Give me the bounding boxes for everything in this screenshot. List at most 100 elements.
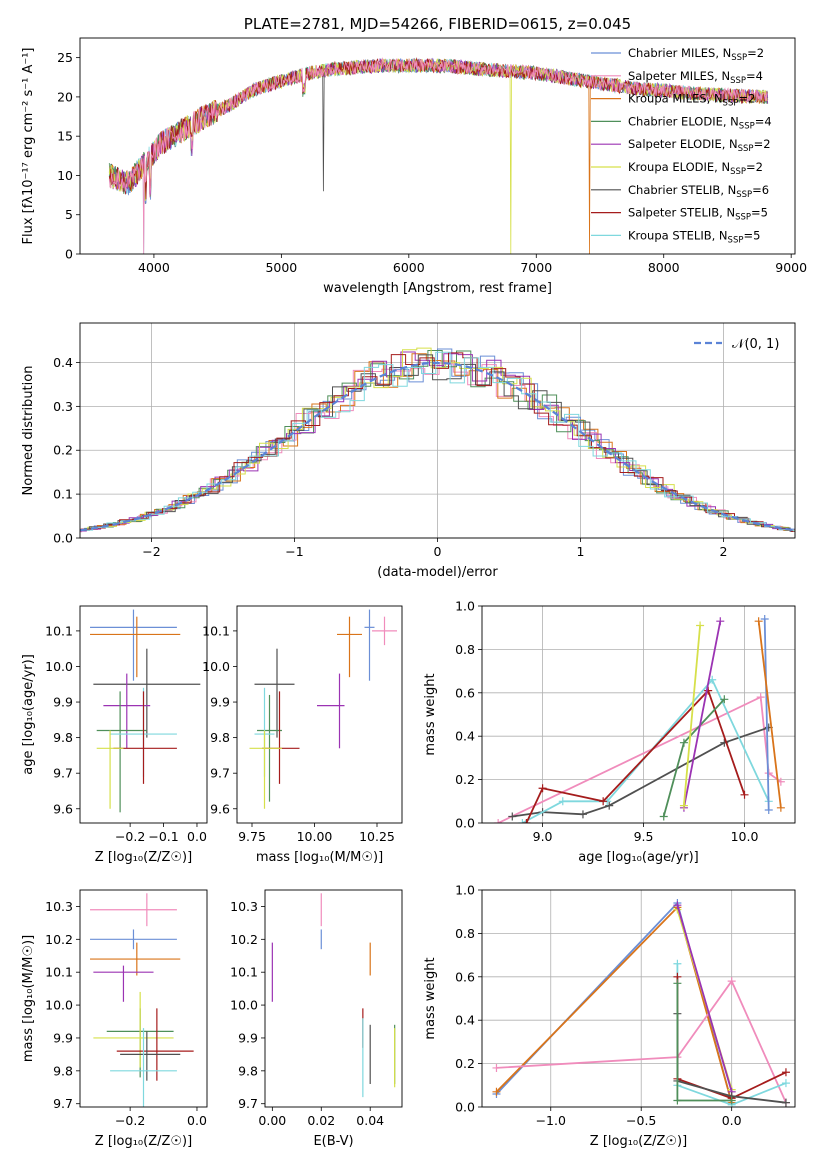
mass-weight-series (760, 615, 773, 814)
x-axis-label: E(B-V) (313, 1134, 353, 1149)
errorbar-point (364, 609, 375, 681)
mass-weight-marker (508, 812, 517, 821)
x-tick-label: 0.0 (722, 1113, 742, 1128)
x-tick-label: −1.0 (536, 1113, 566, 1128)
mass-vs-metallicity-panel: −0.2 0.0 9.7 9.8 9.9 10.0 10.1 10.2 10.3 Z [log₁₀… (21, 889, 208, 1149)
legend-label: Chabrier ELODIE, NSSP=4 (628, 114, 772, 131)
legend-label: 𝒩(0, 1) (732, 337, 779, 352)
x-axis-label: Z [log₁₀(Z/Z☉)] (95, 1134, 192, 1149)
legend-label-sub: SSP (730, 76, 746, 86)
axes-frame (481, 889, 796, 1108)
mass-weight-marker (781, 1079, 790, 1088)
age-vs-mass-panel: 9.75 10.00 10.25 9.6 9.7 9.8 9.9 10.0 10.1 mass [… (202, 605, 403, 865)
x-tick-label: 6000 (393, 260, 425, 275)
residual-histogram-panel: −2 −1 0 1 2 0.0 0.1 0.2 0.3 0.4 (data-model)/error… (21, 322, 796, 580)
mass-weight-marker (727, 977, 736, 986)
mass-weight-line (497, 695, 782, 823)
errorbar-point (96, 691, 147, 813)
x-tick-label: 7000 (520, 260, 552, 275)
spectrum-panel: 4000 5000 6000 7000 8000 9000 0 5 10 15 20 25 wavele… (21, 15, 807, 296)
y-tick-label: 10.0 (45, 998, 73, 1013)
x-tick-label: 10.0 (731, 829, 759, 844)
mass-weight-series (492, 903, 736, 1107)
legend-label-tail: =2 (754, 137, 771, 151)
mass-weight-marker (494, 819, 503, 823)
y-tick-label: 9.8 (210, 730, 230, 745)
x-tick-label: −0.2 (115, 829, 145, 844)
mass-weight-marker (740, 790, 749, 799)
y-tick-label: 10.1 (230, 965, 258, 980)
legend-label-main: Salpeter STELIB, N (628, 206, 735, 220)
y-tick-label: 9.9 (210, 695, 230, 710)
y-tick-label: 0.0 (455, 816, 475, 831)
axes-frame (264, 889, 403, 1108)
x-tick-label: 1 (577, 544, 585, 559)
mass-weight-marker (716, 617, 725, 626)
axes-frame (79, 605, 208, 824)
chart-title: PLATE=2781, MJD=54266, FIBERID=0615, z=0… (244, 15, 631, 33)
y-tick-label: 5 (65, 207, 73, 222)
legend-label-tail: =2 (738, 92, 755, 106)
errorbar-point (337, 616, 362, 678)
y-tick-label: 1.0 (455, 599, 475, 614)
y-tick-label: 20 (57, 89, 73, 104)
errorbar-point (90, 616, 181, 678)
mass-weight-marker (659, 812, 668, 821)
y-axis-label: mass [log₁₀(M/M☉)] (21, 935, 36, 1062)
errorbar-point (317, 673, 345, 749)
y-tick-label: 9.9 (53, 695, 73, 710)
mass-weight-line (512, 726, 769, 818)
mass-weight-line (676, 904, 733, 1093)
y-tick-label: 9.9 (238, 1030, 258, 1045)
x-tick-label: 2 (720, 544, 728, 559)
x-tick-label: 5000 (265, 260, 297, 275)
mass-weight-marker (764, 805, 773, 814)
y-tick-label: 9.8 (53, 1063, 73, 1078)
y-tick-label: 9.9 (53, 1030, 73, 1045)
y-tick-label: 1.0 (455, 883, 475, 898)
legend-label: Kroupa MILES, NSSP=2 (628, 92, 755, 109)
y-axis-label: mass weight (423, 673, 438, 755)
mass-weight-vs-age-panel: 9.0 9.5 10.0 0.0 0.2 0.4 0.6 0.8 1.0 age [log₁₀(a… (423, 599, 796, 865)
legend-label-sub: SSP (738, 144, 754, 154)
y-tick-label: 0.2 (53, 443, 73, 458)
legend-label-tail: =4 (746, 69, 763, 83)
y-axis-label: mass weight (423, 957, 438, 1039)
mass-weight-marker (599, 797, 608, 806)
y-tick-label: 0.4 (455, 1013, 475, 1028)
x-tick-label: 0.04 (356, 1113, 384, 1128)
errorbar-point (93, 991, 174, 1068)
mass-weight-marker (673, 979, 682, 988)
mass-weight-line (757, 621, 782, 808)
legend-label-main: Kroupa STELIB, N (628, 228, 728, 242)
legend-label-sub: SSP (728, 235, 744, 245)
errorbar-point (262, 691, 300, 784)
mass-weight-line (496, 979, 787, 1104)
legend-label-sub: SSP (735, 213, 751, 223)
x-tick-label: 0.02 (307, 1113, 335, 1128)
x-tick-label: 9000 (775, 260, 807, 275)
y-axis-label: Flux [fλ10⁻¹⁷ erg cm⁻² s⁻¹ A⁻¹] (21, 48, 36, 245)
y-axis-label: Normed distribution (21, 366, 36, 496)
y-tick-label: 9.7 (53, 1096, 73, 1111)
axes-frame (79, 889, 208, 1108)
axes-frame (79, 37, 796, 255)
legend-label: Kroupa ELODIE, NSSP=2 (628, 160, 763, 177)
mass-weight-marker (720, 695, 729, 704)
legend-label: Salpeter STELIB, NSSP=5 (628, 206, 768, 223)
y-tick-label: 0.3 (53, 399, 73, 414)
y-tick-label: 10.3 (230, 899, 258, 914)
mass-weight-marker (679, 738, 688, 747)
x-axis-label: (data-model)/error (377, 565, 498, 580)
mass-weight-marker (781, 1098, 790, 1107)
x-axis-label: Z [log₁₀(Z/Z☉)] (590, 1134, 687, 1149)
mass-weight-marker (492, 1087, 501, 1096)
x-tick-label: 0.0 (187, 829, 207, 844)
y-tick-label: 0.6 (455, 685, 475, 700)
mass-weight-series (522, 686, 749, 823)
mass-weight-marker (605, 801, 614, 810)
y-tick-label: 0.0 (455, 1100, 475, 1115)
mass-weight-marker (696, 621, 705, 630)
y-tick-label: 9.8 (238, 1063, 258, 1078)
y-tick-label: 9.6 (210, 801, 230, 816)
